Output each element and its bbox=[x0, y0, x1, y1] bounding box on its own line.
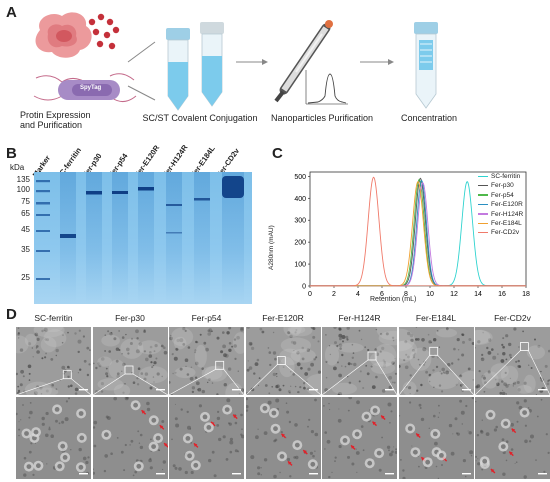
tem-label-fer-e120r: Fer-E120R bbox=[262, 313, 304, 323]
tem-zoom-fer-e184l bbox=[398, 397, 474, 479]
mini-chromatogram bbox=[305, 70, 348, 105]
chart-legend: SC-ferritin Fer-p30 Fer-p54 Fer-E120R Fer-H1… bbox=[478, 172, 523, 238]
y-tick-label: 500 bbox=[294, 174, 306, 181]
tem-overview-fer-e184l bbox=[398, 327, 474, 395]
y-tick-label: 100 bbox=[294, 262, 306, 269]
bacterium-illustration bbox=[33, 73, 137, 102]
x-tick-label: 0 bbox=[308, 291, 312, 298]
y-tick-label: 200 bbox=[294, 240, 306, 247]
legend-item: Fer-CD2v bbox=[478, 228, 523, 237]
tem-overview-fer-cd2v bbox=[475, 327, 550, 395]
legend-label: Fer-CD2v bbox=[491, 229, 520, 237]
legend-item: Fer-p30 bbox=[478, 181, 523, 190]
y-tick-label: 400 bbox=[294, 196, 306, 203]
tem-label-sc-ferritin: SC-ferritin bbox=[34, 313, 73, 323]
x-tick-label: 2 bbox=[332, 291, 336, 298]
tem-overview-fer-p30 bbox=[92, 327, 168, 395]
legend-swatch bbox=[478, 194, 488, 196]
sec-chart: 0 100 200 300 400 500 0 2 4 6 8 10 12 14 16 18 bbox=[294, 171, 530, 298]
x-tick-label: 16 bbox=[498, 291, 506, 298]
tem-zoom-fer-cd2v bbox=[475, 397, 550, 479]
gel-image bbox=[34, 172, 252, 304]
legend-label: Fer-E120R bbox=[491, 201, 523, 209]
marker-75: 75 bbox=[21, 197, 30, 206]
legend-item: Fer-E184L bbox=[478, 219, 523, 228]
tem-overview-fer-e120r bbox=[245, 327, 321, 395]
tem-zoom-sc-ferritin bbox=[16, 397, 91, 479]
tem-overview-sc-ferritin bbox=[16, 327, 91, 395]
workflow-schematic bbox=[33, 12, 438, 111]
legend-label: Fer-p54 bbox=[491, 191, 514, 199]
legend-swatch bbox=[478, 175, 488, 178]
legend-swatch bbox=[478, 213, 488, 215]
x-tick-label: 10 bbox=[426, 291, 434, 298]
tem-zoom-fer-p54 bbox=[169, 397, 244, 479]
y-axis-label: A280nm (mAU) bbox=[268, 225, 275, 270]
legend-item: Fer-E120R bbox=[478, 200, 523, 209]
tem-zoom-fer-e120r bbox=[245, 397, 321, 479]
marker-100: 100 bbox=[16, 185, 30, 194]
tem-overview-fer-p54 bbox=[169, 327, 244, 395]
step4-label: Concentration bbox=[400, 113, 458, 123]
x-tick-label: 18 bbox=[522, 291, 530, 298]
y-tick-label: 300 bbox=[294, 218, 306, 225]
legend-label: Fer-E184L bbox=[491, 220, 522, 228]
conical-tube-1 bbox=[166, 28, 190, 111]
legend-item: Fer-H124R bbox=[478, 210, 523, 219]
protein-dots bbox=[88, 13, 120, 50]
legend-swatch bbox=[478, 203, 488, 206]
tem-label-fer-cd2v: Fer-CD2v bbox=[494, 313, 531, 323]
legend-swatch bbox=[478, 231, 488, 234]
legend-swatch bbox=[478, 222, 488, 225]
step2-label: SC/ST Covalent Conjugation bbox=[142, 113, 258, 123]
tem-label-fer-e184l: Fer-E184L bbox=[415, 313, 457, 323]
marker-25: 25 bbox=[21, 273, 30, 282]
x-tick-label: 6 bbox=[380, 291, 384, 298]
legend-item: Fer-p54 bbox=[478, 191, 523, 200]
legend-label: Fer-H124R bbox=[491, 210, 524, 218]
x-tick-label: 8 bbox=[404, 291, 408, 298]
bacterium-text: SpyTag bbox=[80, 85, 102, 91]
kda-unit-label: kDa bbox=[10, 163, 25, 172]
y-tick-label: 0 bbox=[302, 284, 306, 291]
marker-35: 35 bbox=[21, 245, 30, 254]
conical-tube-2 bbox=[200, 22, 224, 107]
step1-label: Protin Expression and Purification bbox=[20, 110, 91, 130]
legend-item: SC-ferritin bbox=[478, 172, 523, 181]
tem-zoom-fer-h124r bbox=[322, 397, 397, 479]
marker-135: 135 bbox=[16, 175, 30, 184]
panel-letter-d: D bbox=[6, 306, 17, 323]
panel-letter-a: A bbox=[6, 4, 17, 21]
tem-label-fer-p54: Fer-p54 bbox=[191, 313, 222, 323]
tem-overview-fer-h124r bbox=[322, 327, 397, 395]
tem-label-fer-p30: Fer-p30 bbox=[115, 313, 145, 323]
x-axis-label: Retention (mL) bbox=[370, 296, 417, 303]
series-line-fer-cd2v bbox=[310, 176, 526, 287]
tem-zoom-fer-p30 bbox=[92, 397, 168, 479]
column-illustration bbox=[274, 20, 333, 103]
legend-label: Fer-p30 bbox=[491, 182, 514, 190]
x-tick-label: 4 bbox=[356, 291, 360, 298]
x-tick-label: 12 bbox=[450, 291, 458, 298]
x-tick-label: 14 bbox=[474, 291, 482, 298]
marker-65: 65 bbox=[21, 209, 30, 218]
panel-letter-b: B bbox=[6, 145, 17, 162]
concentrator-tube bbox=[414, 22, 438, 109]
tem-label-fer-h124r: Fer-H124R bbox=[338, 313, 381, 323]
marker-45: 45 bbox=[21, 225, 30, 234]
panel-letter-c: C bbox=[272, 145, 283, 162]
step3-label: Nanoparticles Purification bbox=[270, 113, 374, 123]
legend-label: SC-ferritin bbox=[491, 173, 521, 180]
legend-swatch bbox=[478, 184, 488, 187]
cell-illustration bbox=[35, 12, 92, 58]
